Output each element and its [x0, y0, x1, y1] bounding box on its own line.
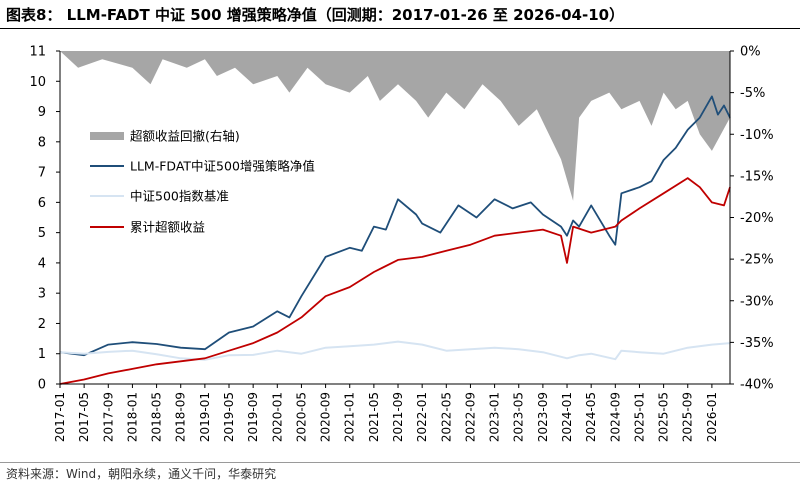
legend-label: 累计超额收益 — [130, 220, 205, 235]
right-tick-label: -25% — [740, 253, 774, 268]
x-tick-label: 2018-05 — [150, 392, 164, 442]
x-tick-label: 2020-01 — [270, 392, 284, 442]
source-divider — [0, 462, 800, 463]
left-tick-label: 2 — [38, 317, 46, 332]
x-tick-label: 2018-09 — [174, 392, 188, 442]
source-note: 资料来源：Wind，朝阳永续，通义千问，华泰研究 — [6, 467, 277, 481]
left-tick-label: 8 — [38, 135, 46, 150]
right-tick-label: -30% — [740, 294, 774, 309]
x-tick-label: 2019-09 — [246, 392, 260, 442]
series-benchmark-line — [59, 340, 731, 361]
x-tick-label: 2026-01 — [705, 392, 719, 442]
x-tick-label: 2024-05 — [584, 392, 598, 442]
x-tick-label: 2017-09 — [101, 392, 115, 442]
x-tick-label: 2019-05 — [222, 392, 236, 442]
right-tick-label: -5% — [740, 86, 765, 101]
x-tick-label: 2021-01 — [343, 392, 357, 442]
drawdown-area-layer — [60, 51, 730, 201]
x-tick-label: 2021-09 — [391, 392, 405, 442]
x-tick-label: 2022-05 — [439, 392, 453, 442]
legend-label: 中证500指数基准 — [130, 189, 229, 204]
left-tick-label: 7 — [38, 166, 46, 181]
series-lines-layer — [59, 95, 731, 385]
left-tick-label: 6 — [38, 196, 46, 211]
x-tick-label: 2023-09 — [536, 392, 550, 442]
right-axis-ticks: 0% -5% -10% -15% -20% -25% -30% -35% -40% — [730, 45, 774, 393]
legend-label: LLM-FDAT中证500增强策略净值 — [130, 159, 315, 174]
right-tick-label: 0% — [740, 45, 761, 60]
x-tick-label: 2024-01 — [560, 392, 574, 442]
x-tick-label: 2023-01 — [488, 392, 502, 442]
x-tick-label: 2017-05 — [77, 392, 91, 442]
x-axis-ticks: 2017-01 2017-05 2017-09 2018-01 2018-05 2018-… — [53, 384, 719, 442]
x-tick-label: 2018-01 — [125, 392, 139, 442]
series-excess-line — [59, 177, 731, 385]
legend-swatch-drawdown — [90, 132, 124, 140]
x-tick-label: 2022-01 — [415, 392, 429, 442]
x-tick-label: 2024-09 — [608, 392, 622, 442]
x-tick-label: 2019-01 — [198, 392, 212, 442]
x-tick-label: 2025-05 — [657, 392, 671, 442]
x-tick-label: 2022-09 — [463, 392, 477, 442]
x-tick-label: 2025-09 — [681, 392, 695, 442]
right-tick-label: -15% — [740, 169, 774, 184]
x-tick-label: 2021-05 — [367, 392, 381, 442]
x-tick-label: 2020-05 — [294, 392, 308, 442]
right-tick-label: -40% — [740, 378, 774, 393]
left-tick-label: 11 — [29, 45, 46, 60]
legend: 超额收益回撤(右轴) LLM-FDAT中证500增强策略净值中证500指数基准累计… — [90, 129, 315, 235]
right-tick-label: -20% — [740, 211, 774, 226]
series-drawdown-area — [60, 51, 730, 201]
series-strategy-line — [59, 95, 731, 357]
left-tick-label: 4 — [38, 256, 46, 271]
left-tick-label: 0 — [38, 378, 46, 393]
title-divider — [0, 28, 800, 29]
right-tick-label: -35% — [740, 336, 774, 351]
chart-title: 图表8： LLM-FADT 中证 500 增强策略净值（回测期：2017-01-… — [6, 6, 625, 24]
left-tick-label: 10 — [29, 75, 46, 90]
left-tick-label: 1 — [38, 347, 46, 362]
right-tick-label: -10% — [740, 128, 774, 143]
x-tick-label: 2017-01 — [53, 392, 67, 442]
left-axis-ticks: 0 1 2 3 4 5 6 7 8 9 10 11 — [29, 45, 60, 393]
left-tick-label: 5 — [38, 226, 46, 241]
left-tick-label: 3 — [38, 287, 46, 302]
left-tick-label: 9 — [38, 105, 46, 120]
x-tick-label: 2020-09 — [319, 392, 333, 442]
legend-label: 超额收益回撤(右轴) — [130, 129, 240, 144]
chart: 0 1 2 3 4 5 6 7 8 9 10 11 0% -5% -10% -15% -20% -25% -30%… — [29, 45, 774, 443]
x-tick-label: 2023-05 — [512, 392, 526, 442]
x-tick-label: 2025-01 — [632, 392, 646, 442]
